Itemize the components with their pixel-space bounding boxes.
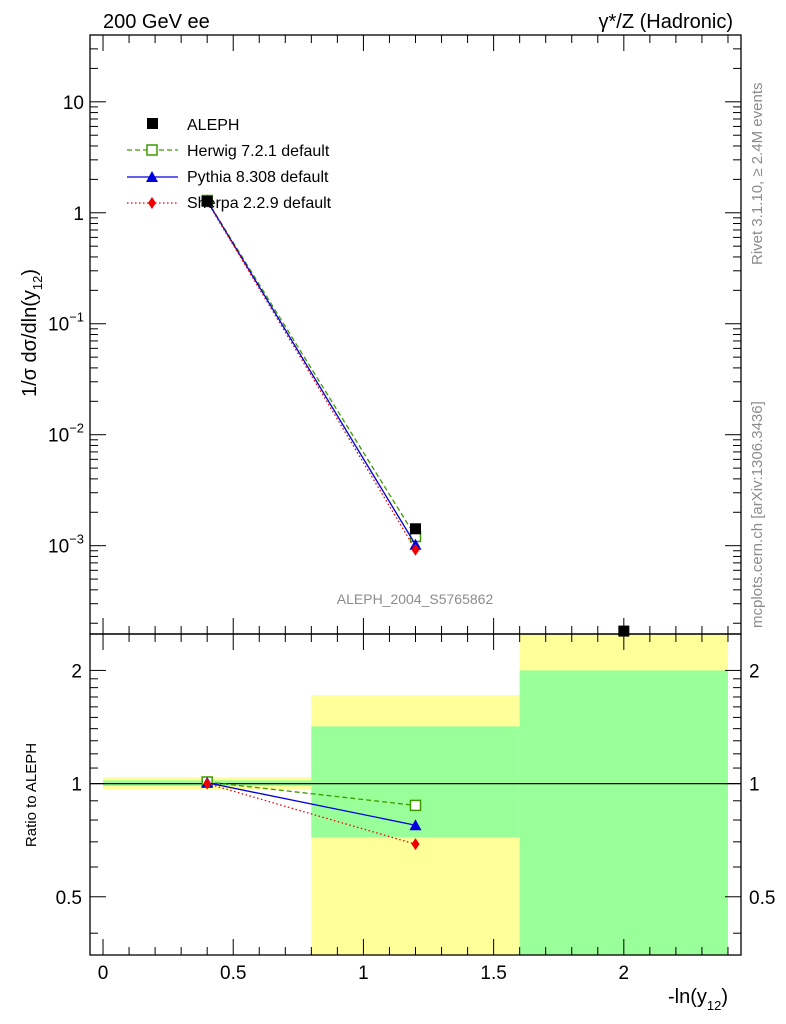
ratio-point-herwig-1 xyxy=(409,799,422,812)
ratio-uncertainty-bands xyxy=(90,634,741,955)
ratio-point-pythia-1 xyxy=(409,819,422,831)
rivet-version-label: Rivet 3.1.10, ≥ 2.4M events xyxy=(749,83,766,266)
ratio-y-tick-label: 0.5 xyxy=(56,888,82,909)
main-y-tick-label: 10−3 xyxy=(48,532,84,558)
main-y-axis-title: 1/σ dσ/dln(y12) xyxy=(19,269,45,397)
main-point-aleph-1 xyxy=(410,523,421,535)
main-line-pythia xyxy=(206,200,417,546)
main-series-layer xyxy=(201,194,630,637)
ratio-y-tick-label-right: 1 xyxy=(749,775,760,796)
ratio-series-layer xyxy=(201,776,422,851)
legend-marker-pythia xyxy=(146,171,158,182)
legend-label-pythia: Pythia 8.308 default xyxy=(187,169,329,186)
header-right-label: γ*/Z (Hadronic) xyxy=(599,11,733,33)
legend: ALEPH Herwig 7.2.1 default Pythia 8.308 … xyxy=(127,117,332,212)
axis-ticks: 10−3 10−2 10−1 1 10 0 0.5 1 1.5 2 0.5 0.5 1 1 2 2 xyxy=(48,34,775,984)
legend-marker-herwig xyxy=(146,144,158,156)
main-line-herwig xyxy=(206,200,417,537)
main-point-aleph-0 xyxy=(201,195,213,207)
ratio-line-sherpa xyxy=(206,782,416,845)
legend-label-sherpa: Sherpa 2.2.9 default xyxy=(187,195,332,212)
ratio-line-herwig xyxy=(207,781,416,807)
ratio-y-tick-label: 1 xyxy=(71,775,82,796)
x-tick-label: 2 xyxy=(619,963,630,984)
legend-marker-aleph xyxy=(147,118,158,129)
x-tick-label: 1.5 xyxy=(480,963,506,984)
legend-label-herwig: Herwig 7.2.1 default xyxy=(187,143,330,160)
ratio-band-stat-1 xyxy=(311,726,520,838)
main-point-sherpa-1 xyxy=(411,543,420,556)
legend-marker-sherpa xyxy=(148,197,156,209)
main-y-tick-label: 1 xyxy=(73,204,84,225)
x-tick-label: 0 xyxy=(98,963,109,984)
header-left-label: 200 GeV ee xyxy=(103,11,210,33)
ratio-point-sherpa-0 xyxy=(203,777,212,790)
main-y-tick-label: 10 xyxy=(63,93,84,114)
x-axis-title: -ln(y12) xyxy=(668,986,728,1013)
ratio-band-stat-2 xyxy=(519,670,728,955)
ratio-line-pythia xyxy=(207,782,416,826)
ratio-y-tick-label-right: 0.5 xyxy=(749,888,775,909)
ratio-point-sherpa-1 xyxy=(411,838,420,851)
legend-label-aleph: ALEPH xyxy=(187,117,239,134)
analysis-id-label: ALEPH_2004_S5765862 xyxy=(337,591,494,607)
main-y-tick-label: 10−1 xyxy=(48,310,84,336)
x-tick-label: 1 xyxy=(358,963,369,984)
x-tick-label: 0.5 xyxy=(220,963,246,984)
ratio-y-tick-label: 2 xyxy=(71,661,82,682)
main-line-sherpa xyxy=(206,201,417,551)
ratio-y-tick-label-right: 2 xyxy=(749,661,760,682)
mcplots-label: mcplots.cern.ch [arXiv:1306.3436] xyxy=(749,401,766,628)
ratio-y-axis-title: Ratio to ALEPH xyxy=(23,743,40,847)
main-y-tick-label: 10−2 xyxy=(48,421,84,447)
